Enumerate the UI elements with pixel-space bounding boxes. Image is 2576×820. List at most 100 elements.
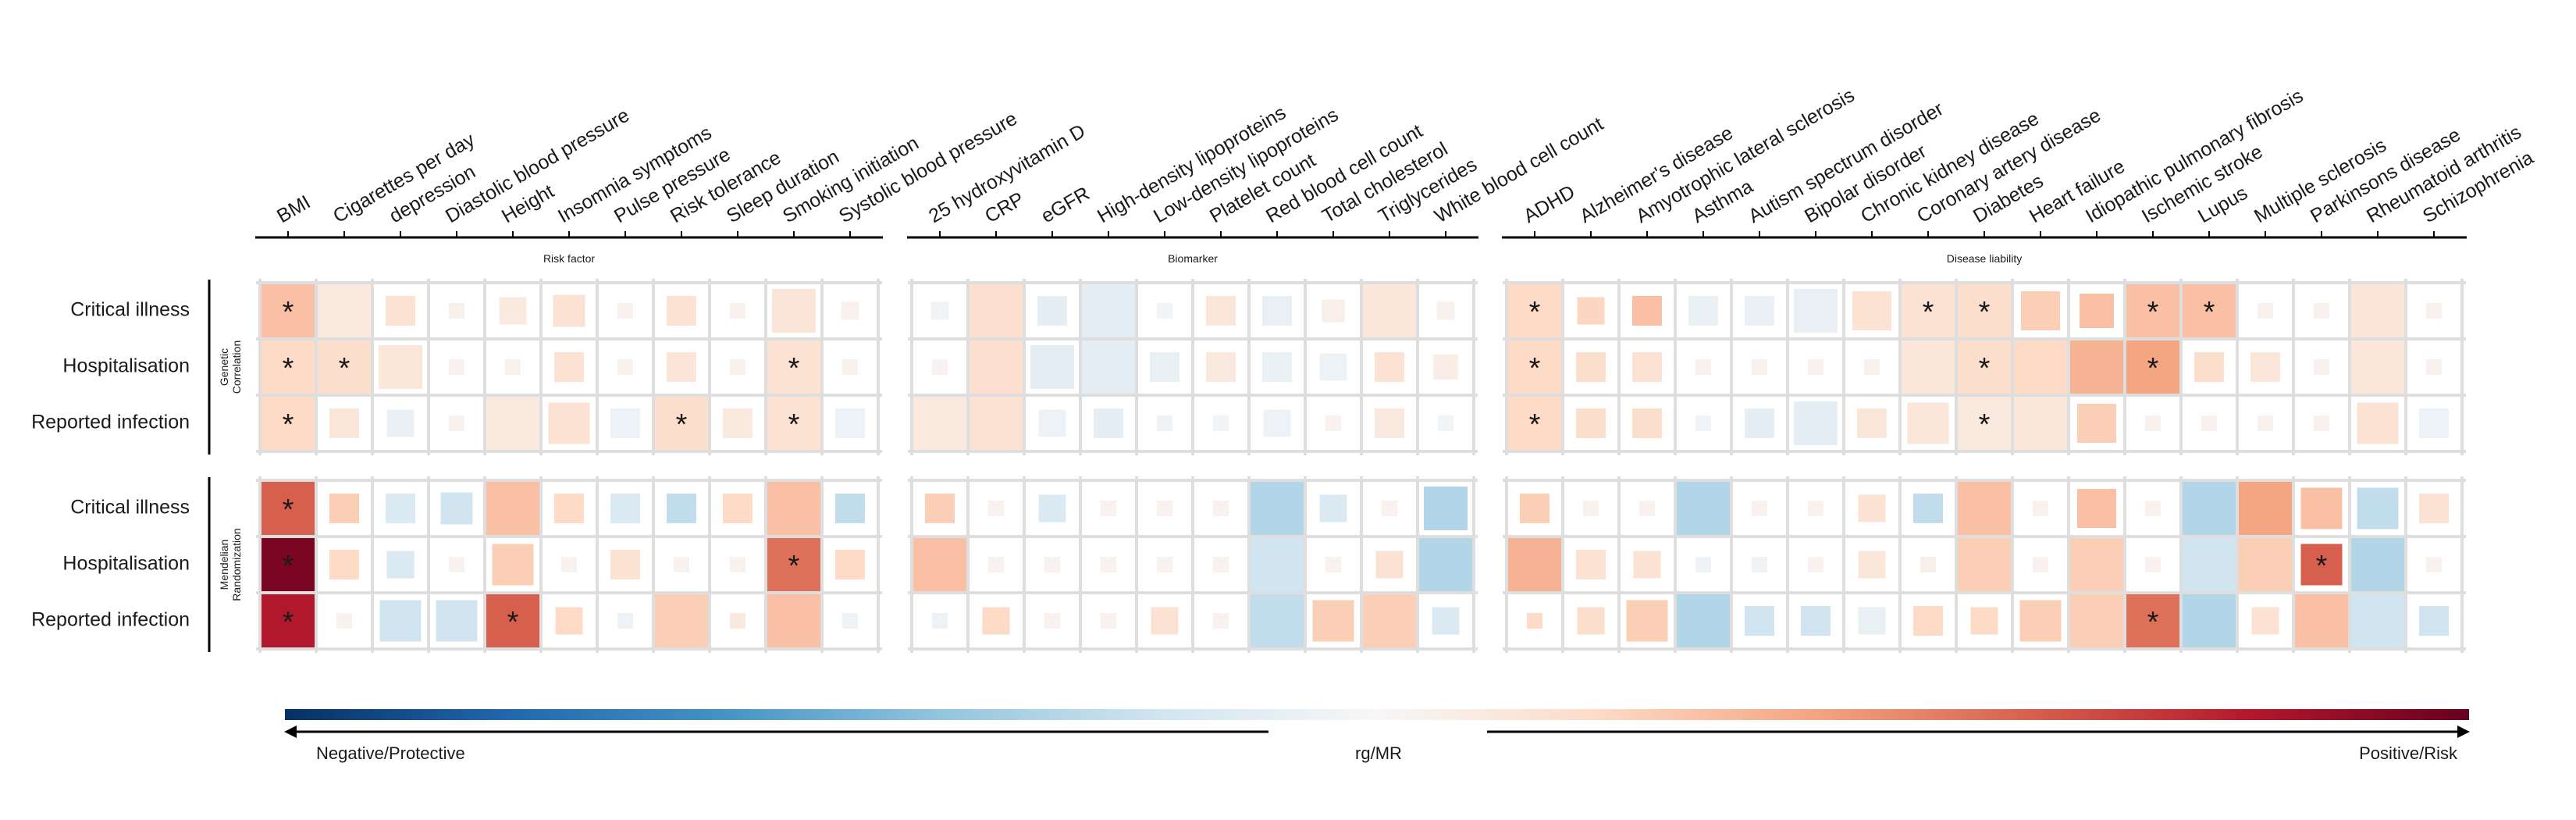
heatmap-cell xyxy=(2077,404,2116,443)
section-label: GeneticCorrelation xyxy=(218,340,243,394)
heatmap-cell xyxy=(1752,557,1767,572)
heatmap-cell xyxy=(262,594,315,647)
heatmap-cell xyxy=(1150,352,1179,382)
heatmap-cell xyxy=(1322,299,1345,323)
heatmap-cell xyxy=(730,557,745,572)
heatmap-cell xyxy=(2258,415,2273,431)
significance-star: * xyxy=(676,408,688,441)
heatmap-cell xyxy=(1206,352,1236,382)
heatmap-cell xyxy=(1970,607,1998,635)
heatmap-cell xyxy=(2300,487,2343,529)
heatmap-cell xyxy=(1375,551,1404,579)
heatmap-cell xyxy=(1752,501,1767,516)
significance-star: * xyxy=(2204,296,2215,329)
significance-star: * xyxy=(2147,352,2159,385)
heatmap-cell xyxy=(1157,415,1172,431)
heatmap-cell xyxy=(932,613,948,629)
heatmap-cell xyxy=(555,607,583,635)
heatmap-cell xyxy=(436,600,478,642)
heatmap-cell xyxy=(449,303,464,319)
colorbar-gradient xyxy=(285,709,2469,720)
heatmap-cell xyxy=(617,303,633,319)
heatmap-cell xyxy=(767,538,820,591)
heatmap-cell xyxy=(2080,294,2114,328)
significance-star: * xyxy=(1529,408,1541,441)
heatmap-cell xyxy=(1752,359,1767,375)
heatmap-cell xyxy=(1958,284,2011,337)
significance-star: * xyxy=(283,296,294,329)
heatmap-cell xyxy=(2351,284,2404,337)
heatmap-cell xyxy=(1263,409,1291,437)
heatmap-cell xyxy=(2183,594,2236,647)
heatmap-cell xyxy=(262,538,315,591)
heatmap-cell xyxy=(1907,402,1949,444)
heatmap-cell xyxy=(723,408,753,438)
heatmap-cell xyxy=(1312,600,1354,642)
row-section-mendelian-randomization: MendelianRandomization Critical illness Ho… xyxy=(31,477,243,652)
heatmap-cell xyxy=(386,551,415,579)
heatmap-cell xyxy=(1157,557,1172,572)
heatmap-cell xyxy=(617,359,633,375)
heatmap-cell xyxy=(2300,544,2343,586)
heatmap-cell xyxy=(449,359,464,375)
heatmap-cell xyxy=(1632,296,1662,326)
heatmap-cell xyxy=(1213,557,1229,572)
positive-arrowhead-icon xyxy=(2457,726,2470,738)
heatmap-cell xyxy=(2351,538,2404,591)
heatmap-cell xyxy=(1419,538,1472,591)
heatmap-cell xyxy=(554,352,584,382)
row-label-critical-illness: Critical illness xyxy=(70,497,190,519)
row-label-reported-infection: Reported infection xyxy=(31,412,190,433)
heatmap-cell xyxy=(610,550,640,579)
heatmap-cell xyxy=(1101,613,1116,629)
heatmap-cell xyxy=(1375,352,1404,382)
heatmap-cell xyxy=(667,352,696,382)
heatmap-cell xyxy=(262,397,315,450)
heatmap-cell xyxy=(386,409,415,437)
heatmap-cell xyxy=(329,408,359,438)
heatmap-cell xyxy=(2239,538,2292,591)
heatmap-cell xyxy=(1038,494,1066,522)
significance-star: * xyxy=(1979,352,1991,385)
panel-disease-liability-genetic-correlation: * * * * * * * * * * xyxy=(1503,279,2466,455)
heatmap-cell xyxy=(842,613,858,629)
heatmap-cell xyxy=(2426,359,2442,375)
significance-star: * xyxy=(283,606,294,639)
heatmap-cell xyxy=(913,538,966,591)
heatmap-cell xyxy=(554,494,584,523)
heatmap-cell xyxy=(1577,297,1605,325)
heatmap-cell xyxy=(1094,408,1123,438)
heatmap-cell xyxy=(2033,501,2048,516)
heatmap-cell xyxy=(329,550,359,579)
heatmap-cell xyxy=(932,359,948,375)
colorbar-left-label: Negative/Protective xyxy=(316,743,465,763)
heatmap-cell xyxy=(723,494,753,523)
heatmap-cell xyxy=(1325,415,1341,431)
heatmap-cell xyxy=(1508,538,1561,591)
heatmap-cell xyxy=(970,340,1023,394)
heatmap-cell xyxy=(730,303,745,319)
heatmap-cell xyxy=(1958,340,2011,394)
heatmap-cell xyxy=(2426,557,2442,572)
heatmap-cell xyxy=(1745,408,1774,438)
heatmap-cell xyxy=(1038,409,1066,437)
heatmap-cell xyxy=(2295,594,2348,647)
heatmap-cell xyxy=(499,297,527,325)
heatmap-cell xyxy=(1632,352,1662,382)
heatmap-cell xyxy=(1639,501,1655,516)
heatmap-cell xyxy=(1101,557,1116,572)
heatmap-cell xyxy=(486,594,539,647)
heatmap-cell xyxy=(2351,340,2404,394)
heatmap-cell xyxy=(674,557,689,572)
heatmap-cell xyxy=(2014,397,2067,450)
heatmap-cell xyxy=(1858,607,1886,635)
heatmap-cell xyxy=(1325,557,1341,572)
significance-star: * xyxy=(788,352,800,385)
heatmap-cell xyxy=(2183,284,2236,337)
heatmap-cell xyxy=(2258,303,2273,319)
column-label-egfr: eGFR xyxy=(1037,183,1094,228)
heatmap-cell xyxy=(1632,408,1662,438)
heatmap-cell xyxy=(2126,284,2179,337)
heatmap-cell xyxy=(1695,557,1711,572)
heatmap-cell xyxy=(379,345,422,389)
